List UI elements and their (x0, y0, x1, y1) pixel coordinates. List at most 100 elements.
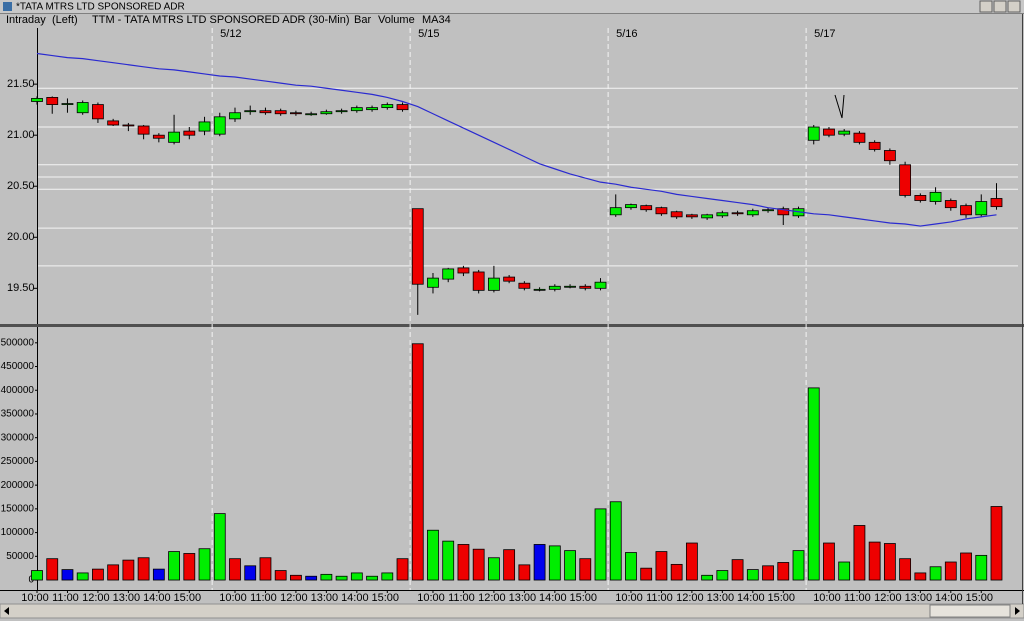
x-tick-label: 15:00 (372, 592, 400, 604)
x-tick-label: 13:00 (113, 592, 141, 604)
volume-bar (960, 552, 972, 581)
maximize-button[interactable] (993, 0, 1007, 13)
x-tick-label: 13:00 (905, 592, 933, 604)
y-tick-label: 21.00 (7, 129, 35, 141)
volume-bar (350, 572, 363, 581)
window-title: *TATA MTRS LTD SPONSORED ADR (16, 2, 185, 13)
x-tick-label: 10:00 (219, 592, 247, 604)
candle-body (137, 125, 150, 135)
x-tick-label: 11:00 (844, 592, 871, 604)
volume-bar (107, 564, 120, 581)
volume-bar (457, 544, 470, 581)
volume-bar (777, 562, 790, 581)
volume-bar (366, 575, 378, 581)
date-label: 5/15 (418, 28, 439, 40)
scroll-left[interactable] (4, 607, 9, 615)
y-tick-label: 450000 (1, 361, 35, 372)
scroll-right[interactable] (1015, 607, 1020, 615)
minimize-button[interactable] (979, 0, 993, 13)
candle-body (899, 164, 912, 196)
candle-body (853, 132, 866, 143)
legend-ma: MA34 (422, 14, 451, 26)
close-button[interactable] (1007, 0, 1021, 13)
volume-bar (579, 558, 592, 581)
x-tick-label: 12:00 (478, 592, 506, 604)
volume-bar (701, 574, 714, 581)
volume-bar (274, 570, 287, 581)
candle-body (381, 104, 394, 109)
volume-bar (290, 574, 302, 581)
volume-bar (990, 506, 1003, 581)
y-tick-label: 250000 (1, 456, 35, 467)
title-bar (0, 0, 1024, 13)
candle-body (305, 113, 318, 116)
volume-bar (731, 559, 744, 581)
x-tick-label: 10:00 (615, 592, 643, 604)
volume-bar (213, 513, 226, 581)
x-tick-label: 14:00 (341, 592, 369, 604)
header-side: (Left) (52, 14, 78, 26)
date-label: 5/12 (220, 28, 241, 40)
candle-body (914, 195, 927, 201)
x-tick-label: 15:00 (965, 592, 993, 604)
header-mode: Intraday (6, 14, 46, 26)
candle-body (290, 112, 302, 115)
volume-bar (823, 542, 835, 581)
candle-body (335, 110, 348, 113)
volume-bar (883, 543, 896, 581)
candle-body (838, 130, 851, 135)
y-tick-label: 300000 (1, 432, 35, 443)
candle-body (777, 208, 790, 216)
y-tick-label: 100000 (1, 527, 35, 538)
candle-body (259, 110, 272, 114)
x-tick-label: 15:00 (570, 592, 598, 604)
volume-bar (442, 540, 455, 581)
volume-bar (807, 387, 820, 581)
candle-body (244, 110, 257, 113)
candle-body (685, 214, 698, 218)
candle-body (92, 104, 104, 120)
volume-bar (61, 569, 74, 581)
volume-bar (564, 550, 576, 581)
candle-body (183, 130, 196, 136)
scroll-thumb[interactable] (929, 604, 1011, 618)
scrollbar[interactable] (0, 603, 1024, 619)
candle-body (990, 198, 1003, 208)
y-tick-label: 20.50 (7, 180, 35, 192)
y-tick-label: 19.50 (7, 282, 35, 294)
candle-body (762, 209, 774, 212)
volume-bar (868, 541, 881, 581)
candle-body (472, 271, 485, 291)
x-tick-label: 13:00 (707, 592, 735, 604)
y-tick-label: 21.50 (7, 78, 35, 90)
candle-body (503, 276, 516, 282)
candle-body (625, 204, 637, 209)
x-tick-label: 10:00 (21, 592, 49, 604)
x-tick-label: 14:00 (539, 592, 567, 604)
x-tick-label: 11:00 (646, 592, 673, 604)
volume-bar (929, 566, 942, 581)
volume-bar (944, 561, 957, 581)
candle-body (868, 141, 881, 150)
candle-body (564, 285, 576, 288)
x-tick-label: 12:00 (874, 592, 902, 604)
candle-body (213, 116, 226, 135)
volume-bar (975, 554, 988, 581)
volume-bar (640, 567, 653, 581)
y-tick-label: 200000 (1, 480, 35, 491)
volume-bar (92, 568, 104, 581)
volume-bar (198, 548, 211, 581)
volume-bar (472, 548, 485, 581)
volume-bar (46, 558, 59, 581)
volume-bar (411, 343, 424, 581)
candle-body (746, 210, 759, 216)
candle-body (960, 205, 972, 216)
candle-body (929, 191, 942, 202)
y-tick-label: 20.00 (7, 231, 35, 243)
candle-body (548, 285, 561, 290)
candle-body (701, 214, 714, 219)
candle-body (655, 207, 668, 215)
volume-bar (183, 553, 196, 581)
y-tick-label: 400000 (1, 385, 35, 396)
